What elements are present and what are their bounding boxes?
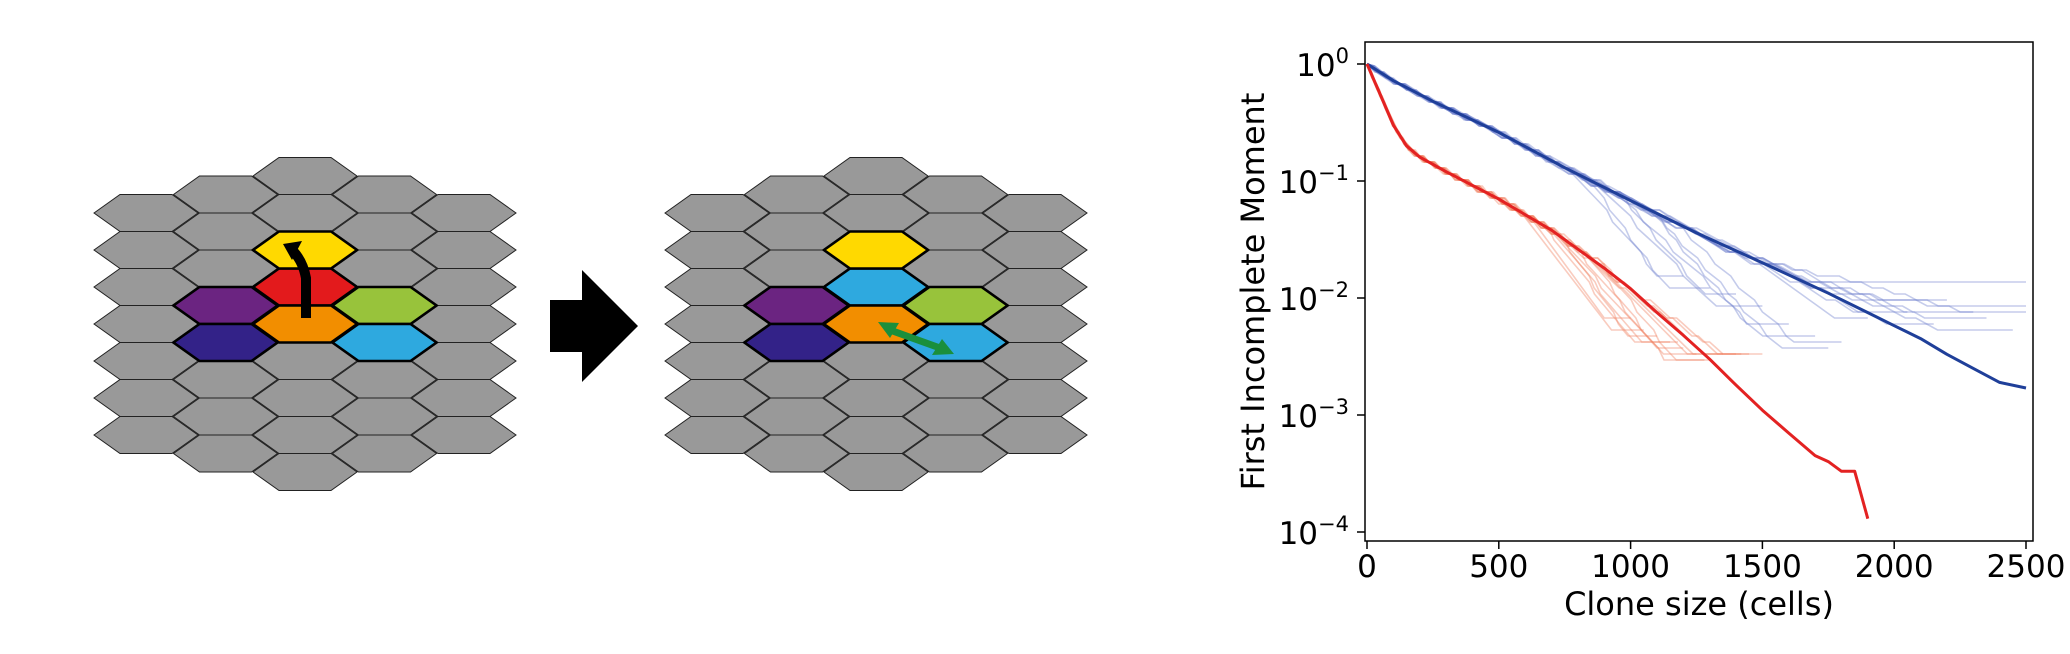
highlighted-cell-hex [330,322,439,363]
replicate-curve [1366,63,1987,319]
x-tick-label: 0 [1357,549,1377,585]
replicate-curve [1366,63,1947,301]
replicate-curve [1366,63,1723,355]
plot-frame [1364,41,2034,542]
transition-arrow [550,270,638,382]
cell-hex [743,434,850,473]
x-tick-label: 2000 [1855,549,1934,585]
replicate-curve [1366,63,1742,355]
y-tick-label: 100 [1296,44,1349,84]
axis-ticks: 0 500 1000 1500 2000 2500 100 10−1 10−2 10−3 10−4 [1279,44,2066,585]
mean-curves [1365,62,2027,520]
highlighted-cell-hex [901,322,1010,363]
x-tick-label: 500 [1469,549,1528,585]
x-tick-label: 2500 [1987,549,2066,585]
replicate-curve [1366,63,1934,325]
replicate-curve [1366,63,1710,289]
cell-hex [902,434,1009,473]
cell-hex [982,416,1088,454]
mean-curve [1366,62,2027,390]
x-axis-label: Clone size (cells) [1564,585,1834,623]
hex-lattice-before [93,157,517,491]
y-tick-label: 10−1 [1279,161,1349,201]
replicate-curve [1366,63,1908,313]
replicate-curve [1366,63,2026,307]
highlighted-cell-hex [250,230,360,270]
replicate-curve [1366,63,1763,355]
replicate-curve [1366,63,1750,355]
y-tick-label: 10−3 [1279,395,1349,435]
replicate-curve [1366,63,2026,283]
replicate-curve [1366,63,1671,343]
replicate-curve [1366,63,1974,313]
x-tick-label: 1500 [1723,549,1802,585]
mean-curve [1365,63,1870,520]
replicate-curves [1366,63,2026,361]
y-tick-label: 10−2 [1279,278,1349,318]
cell-hex [411,416,517,454]
y-tick-label: 10−4 [1279,512,1349,552]
replicate-curve [1366,63,1697,355]
replicate-curve [1366,63,2026,313]
extrusion-arrow [283,241,311,318]
swap-arrow [878,322,954,355]
cell-hex [172,434,279,473]
x-tick-label: 1000 [1591,549,1670,585]
cell-hex [664,416,770,454]
replicate-curve [1366,63,1736,355]
cell-hex [93,416,199,454]
highlighted-cell-hex [821,230,931,270]
replicate-curve [1366,63,1684,277]
incomplete-moment-chart: 0 500 1000 1500 2000 250010010−110−210−310−4 … [1234,41,2066,623]
cell-hex [823,453,929,491]
y-axis-label: First Incomplete Moment [1234,93,1272,491]
replicate-curve [1366,63,2013,331]
replicate-curve [1366,63,1657,337]
cell-hex [331,434,438,473]
hex-lattice-after [664,157,1088,491]
cell-hex [252,453,358,491]
replicate-curve [1366,63,1816,337]
